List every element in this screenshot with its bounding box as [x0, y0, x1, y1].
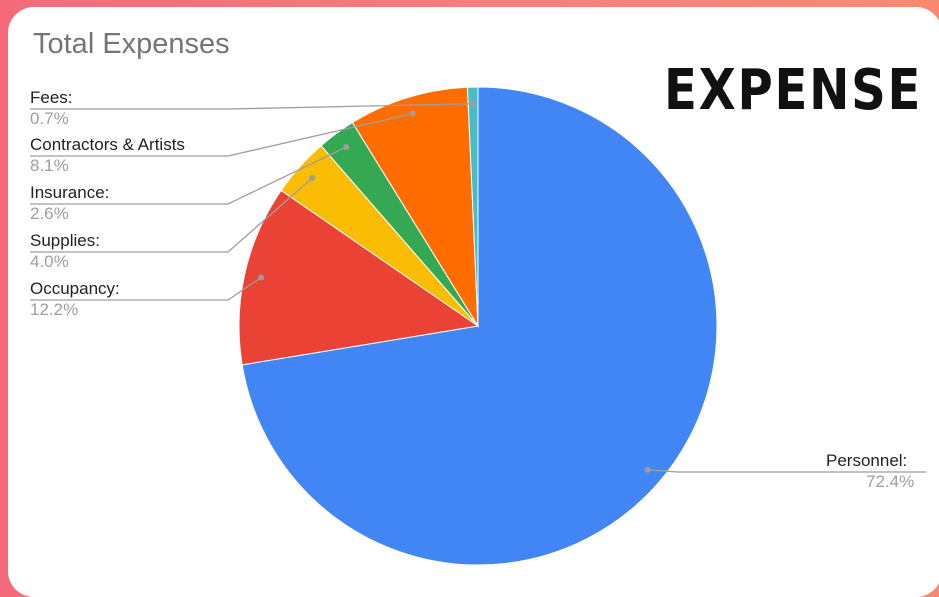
pie-slice-5 — [466, 86, 479, 327]
callout-leaders — [30, 100, 926, 473]
leader-line-0 — [647, 469, 926, 473]
slice-value-2: 4.0% — [30, 252, 69, 271]
slice-value-5: 0.7% — [30, 109, 69, 128]
leader-line-2 — [30, 177, 313, 253]
leader-dot-3 — [343, 144, 350, 151]
expense-badge: EXPENSE — [664, 58, 923, 123]
slice-label-5: Fees: — [30, 88, 73, 107]
leader-dot-2 — [309, 174, 316, 181]
slice-value-4: 8.1% — [30, 156, 69, 175]
leader-line-4 — [30, 112, 413, 157]
callout-labels: Personnel: 72.4% Occupancy: 12.2% Supplies: 4… — [30, 88, 914, 491]
slice-label-0: Personnel: — [826, 451, 907, 470]
chart-title: Total Expenses — [33, 28, 230, 60]
leader-line-5 — [30, 103, 474, 110]
slice-label-2: Supplies: — [30, 231, 100, 250]
slice-label-1: Occupancy: — [30, 279, 120, 298]
leader-line-3 — [30, 146, 347, 205]
pie-slice-0 — [241, 86, 718, 566]
leader-line-1 — [30, 276, 262, 301]
slice-label-3: Insurance: — [30, 183, 109, 202]
slice-value-0: 72.4% — [866, 472, 914, 491]
slice-value-1: 12.2% — [30, 300, 78, 319]
pie-slice-1 — [238, 189, 480, 366]
slice-value-3: 2.6% — [30, 204, 69, 223]
pie-chart: Personnel: 72.4% Occupancy: 12.2% Supplies: 4… — [30, 86, 926, 566]
leader-dot-4 — [409, 110, 416, 117]
slice-label-4: Contractors & Artists — [30, 135, 185, 154]
leader-dot-1 — [258, 274, 265, 281]
leader-dot-5 — [470, 100, 477, 107]
leader-dot-0 — [644, 466, 651, 473]
pie-slices — [238, 86, 718, 566]
pie-slice-4 — [351, 86, 479, 328]
